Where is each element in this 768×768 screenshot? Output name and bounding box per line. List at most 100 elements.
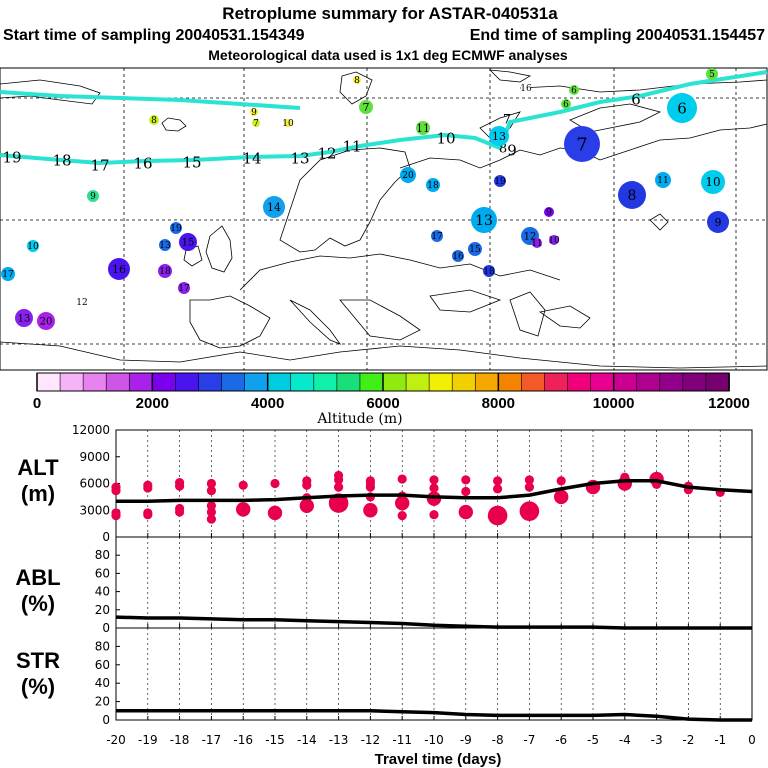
trajectory-day-label: 13 [492,130,506,143]
map-label-14: 14 [263,196,285,218]
colorbar-segment [613,372,638,392]
panel-abl: 0 20 40 60 80 [95,536,753,635]
trajectory-day-label: 7 [503,113,511,128]
map-label-7: 7 [359,100,373,114]
altitude-scatter-point [270,478,280,489]
trajectory-cluster-dot [618,181,646,209]
trajectory-lines [0,70,768,166]
colorbar-segment [474,372,500,392]
colorbar-tick-label: 4000 [251,395,284,412]
trajectory-cluster-dot [468,242,482,256]
coast-iceland [161,117,187,132]
colorbar-segment [128,372,154,392]
trajectory-day-label: 13 [159,241,171,251]
trajectory-cluster-dot [549,235,559,245]
trajectory-day-label: 10 [282,119,294,129]
map-label-20: 20 [37,312,55,330]
trajectory-cluster-dot [353,76,361,84]
trajectory-day-label: 14 [267,201,281,214]
map-label-16: 16 [452,250,464,262]
colorbar-segment [82,372,107,392]
trajectory-cluster-dot [170,222,182,234]
trajectory-cluster-dot [564,126,600,162]
trajectory-cluster-dot [159,239,171,251]
coast-great-britain [205,225,233,273]
trajectory-cluster-dot [667,93,697,123]
colorbar-tick-label: 2000 [136,395,169,412]
trajectory-day-label: 19 [2,148,21,166]
map-label-8: 8 [499,142,507,157]
y-tick-label: 20 [95,603,110,617]
map-label-5: 5 [706,68,718,80]
trajectory-day-label: 7 [576,134,587,155]
trajectory-cluster-dot [158,264,172,278]
trajectory-day-label: 18 [159,267,171,277]
trajectory-cluster-dot [431,230,443,242]
coast-scandinavia [279,147,411,253]
colorbar-axis-label: Altitude (m) [316,411,402,427]
colorbar-segment [428,372,453,392]
colorbar-tick-label: 0 [33,395,41,412]
x-tick-label: -13 [329,733,349,747]
trajectory-cluster-dot [87,190,99,202]
trajectory-day-label: 15 [182,153,201,171]
y-tick-label: 3000 [79,503,110,517]
colorbar-segment [498,372,523,392]
map-label-13: 13 [489,126,509,146]
map-label-15: 15 [179,233,197,251]
trajectory-cluster-dot [561,99,571,109]
coast-franzjosef [488,69,532,83]
x-tick-label: -8 [492,733,504,747]
trajectory-cluster-dot [426,178,440,192]
altitude-scatter-point [554,489,569,505]
trajectory-cluster-dot [532,238,542,248]
altitude-scatter-point [617,476,632,491]
coast-europe-north [239,253,561,291]
x-tick-label: -6 [555,733,567,747]
map-label-6: 6 [569,85,579,96]
map-label-13: 13 [15,309,33,327]
colorbar-tick-label: 8000 [482,395,515,412]
map-label-20: 20 [400,167,416,183]
altitude-scatter-point [487,505,508,526]
x-tick-label: -3 [651,733,663,747]
coast-svalbard [339,71,373,105]
trajectory-day-label: 18 [483,267,495,277]
altitude-scatter-point [334,475,344,485]
y-tick-label: 40 [95,585,110,599]
coast-arctic-siberia [519,79,768,93]
trajectory-day-label: 13 [18,314,31,325]
trajectory-day-label: 18 [52,151,71,169]
panel-str: 0 20 40 60 80 [95,627,753,727]
trajectory-cluster-dot [178,282,190,294]
x-tick-label: -2 [682,733,694,747]
coastlines [0,69,768,369]
altitude-scatter-point [519,501,540,521]
altitude-scatter-point [397,510,407,521]
trajectory-cluster-dot [76,296,88,308]
map-label-14: 14 [242,149,261,167]
str-panel-unit: (%) [21,674,55,699]
trajectory-cluster-dot [15,309,33,327]
str-panel-label: STR [16,648,60,673]
trajectory-day-label: 10 [436,129,455,147]
altitude-scatter-point [458,504,473,520]
trajectory-cluster-dot [707,211,729,233]
map-label-17: 17 [178,282,190,294]
altitude-scatter-point [334,482,344,492]
trajectory-day-label: 16 [452,252,464,262]
map-label-15: 15 [182,153,201,171]
trajectory-cluster-dot [359,100,373,114]
trajectory-day-label: 6 [563,100,569,110]
map-label-9: 9 [87,190,99,202]
x-tick-label: -15 [265,733,285,747]
colorbar-tick-label: 6000 [366,395,399,412]
trajectory-day-label: 13 [475,213,493,229]
abl-panel-label: ABL [15,565,60,590]
x-tick-label: -5 [587,733,599,747]
trajectory-cluster-dot [471,207,497,233]
trajectory-cluster-dot [483,265,495,277]
map-label-10: 10 [548,235,560,246]
altitude-scatter-point [111,486,121,496]
